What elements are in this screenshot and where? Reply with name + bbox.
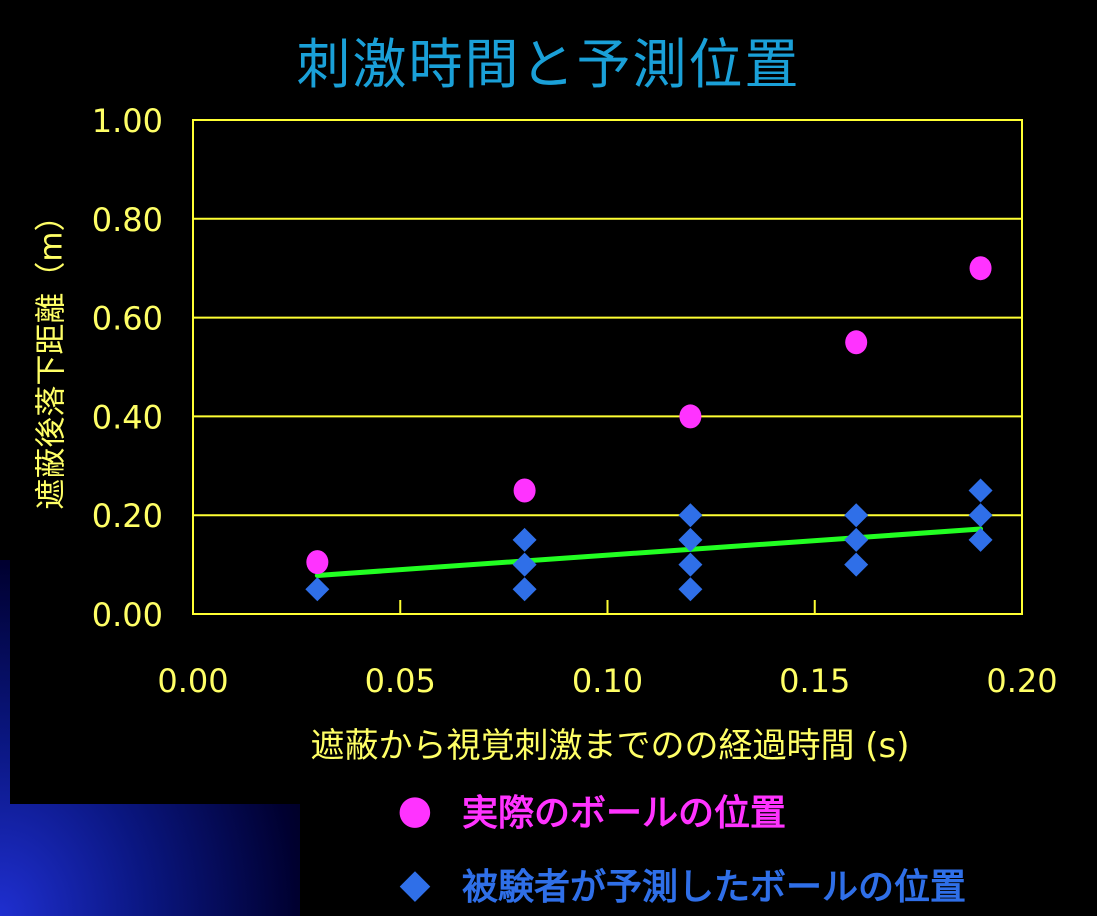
y-tick-label-4: 0.80 (92, 201, 163, 239)
predicted-point-2 (512, 552, 537, 577)
predicted-point-10 (844, 503, 869, 528)
predicted-point-5 (678, 552, 703, 577)
y-tick-label-2: 0.40 (92, 398, 163, 436)
y-tick-label-0: 0.00 (92, 596, 163, 634)
actual-point-4 (969, 256, 992, 281)
predicted-point-9 (844, 527, 869, 552)
predicted-point-4 (678, 577, 703, 602)
y-tick-label-1: 0.20 (92, 497, 163, 535)
trendline (314, 526, 984, 578)
chart-title: 刺激時間と予測位置 (296, 33, 801, 96)
legend-item-predicted: ◆ 被験者が予測したボールの位置 (390, 858, 966, 910)
y-tick-label-3: 0.60 (92, 300, 163, 338)
predicted-point-3 (512, 527, 537, 552)
y-tick-label-5: 1.00 (92, 102, 163, 140)
x-tick-label-4: 0.20 (986, 662, 1057, 700)
circle-icon: ● (397, 787, 433, 833)
predicted-point-6 (678, 527, 703, 552)
predicted-point-12 (968, 503, 993, 528)
diamond-icon: ◆ (399, 861, 431, 907)
predicted-point-13 (968, 478, 993, 503)
actual-point-0 (306, 550, 329, 575)
x-tick-label-1: 0.05 (365, 662, 436, 700)
predicted-point-8 (844, 552, 869, 577)
actual-point-3 (845, 330, 868, 355)
x-tick-label-2: 0.10 (572, 662, 643, 700)
plot-frame (192, 119, 1023, 615)
x-axis-label: 遮蔽から視覚刺激までのの経過時間 (s) (310, 726, 910, 766)
actual-point-1 (513, 478, 536, 503)
chart-panel (10, 92, 1097, 804)
predicted-point-7 (678, 503, 703, 528)
legend-item-actual: ● 実際のボールの位置 (390, 784, 786, 836)
x-tick-label-0: 0.00 (157, 662, 228, 700)
actual-point-2 (679, 404, 702, 429)
predicted-point-11 (968, 527, 993, 552)
predicted-point-1 (512, 577, 537, 602)
y-axis-label: 遮蔽後落下距離（m） (33, 200, 70, 510)
predicted-point-0 (305, 577, 330, 602)
legend-label-actual: 実際のボールの位置 (462, 793, 787, 834)
legend-label-predicted: 被験者が予測したボールの位置 (462, 867, 967, 908)
x-tick-label-3: 0.15 (779, 662, 850, 700)
